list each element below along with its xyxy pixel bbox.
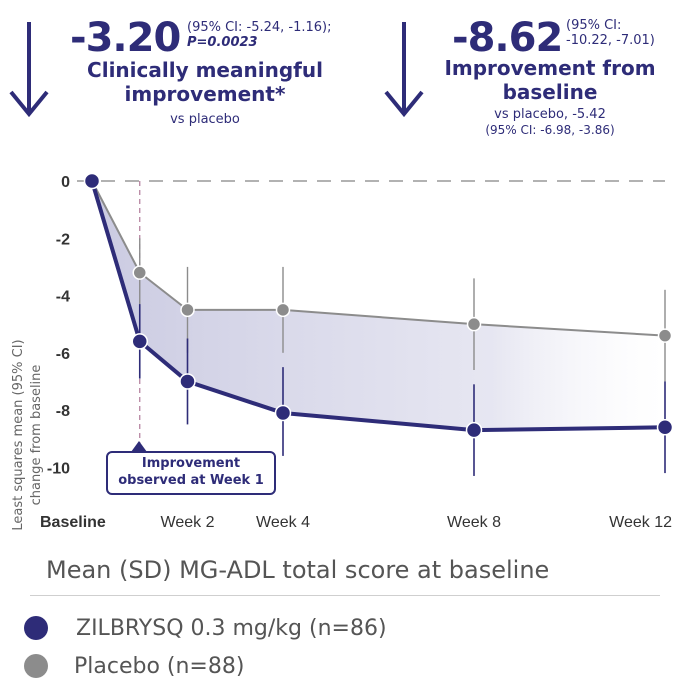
stat-left-ci: (95% CI: -5.24, -1.16); P=0.0023 [187,20,332,50]
x-tick-label: Baseline [40,514,106,531]
stat-right-headline: Improvement from baseline [444,56,656,104]
data-point [179,373,196,390]
data-point [131,333,148,350]
legend-label-zilbrysq: ZILBRYSQ 0.3 mg/kg (n=86) [76,616,387,641]
arrow-down-icon [9,22,49,118]
series-line [90,180,666,433]
stat-left-headline: Clinically meaningful improvement* [87,58,323,106]
stat-left-value: -3.20 [70,15,181,61]
annotation-pointer-icon [131,441,147,452]
data-point [83,172,101,190]
data-point [180,302,195,318]
data-point [274,404,292,422]
line-chart: 0 -2 -4 -6 -8 -10 Baseline Week 2 Week 4 Week 8 W… [11,172,674,531]
x-tick-label: Week 4 [256,514,310,531]
legend-swatch-placebo [24,654,48,678]
data-point [465,421,483,439]
y-tick-label: -8 [56,403,70,420]
difference-band [92,181,665,431]
baseline-score-label: Mean (SD) MG-ADL total score at baseline [46,556,550,584]
stat-left-subline: vs placebo [170,112,240,127]
x-tick-label: Week 2 [161,514,215,531]
x-tick-label: Week 8 [447,514,501,531]
y-tick-label: -10 [47,460,70,477]
y-axis-label: change from baseline [29,365,44,506]
series-line [91,180,666,337]
data-point [275,302,291,318]
stat-right-subline: vs placebo, -5.42 [494,107,606,122]
y-tick-label: -2 [56,231,70,248]
data-point [466,316,482,332]
legend-swatch-zilbrysq [24,616,48,640]
y-tick-label: -4 [56,289,70,306]
week1-annotation: Improvement observed at Week 1 [106,451,276,495]
y-tick-label: -6 [56,346,70,363]
divider [30,595,660,596]
y-axis-label: Least squares mean (95% CI) [11,339,26,530]
data-point [656,419,674,436]
x-tick-label: Week 12 [609,514,672,531]
data-point [132,265,147,280]
legend-label-placebo: Placebo (n=88) [74,654,245,679]
stat-right-ci: (95% CI: -10.22, -7.01) [566,18,655,48]
data-point [657,328,673,343]
arrow-down-icon [384,22,424,118]
y-tick-label: 0 [61,174,70,191]
stat-right-ci-detail: (95% CI: -6.98, -3.86) [485,123,615,137]
stat-right-value: -8.62 [452,15,563,61]
